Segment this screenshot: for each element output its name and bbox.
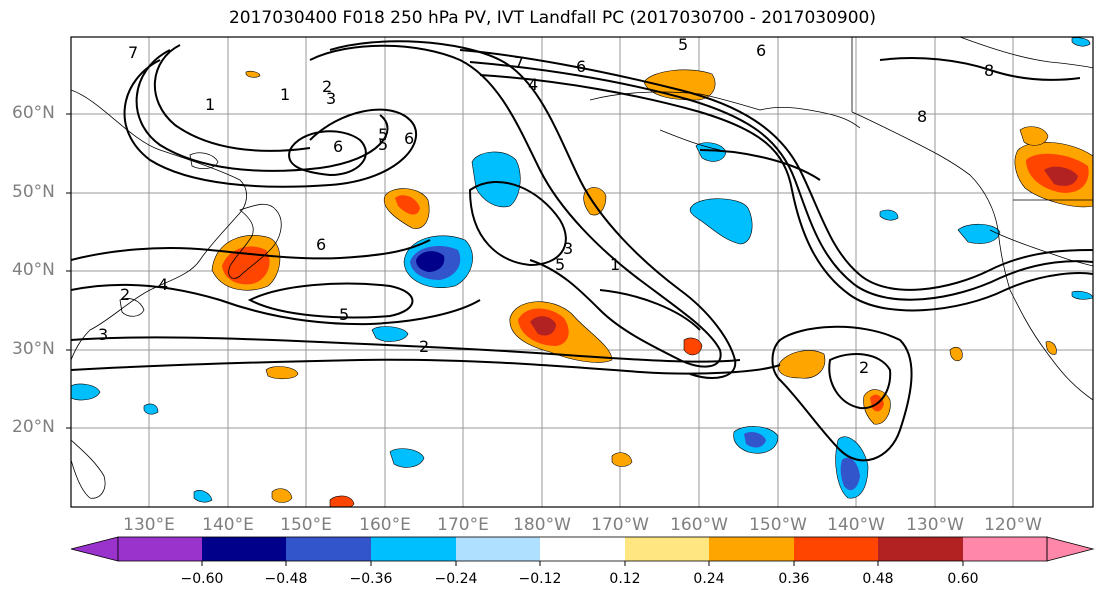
colorbar-extend-high	[1046, 536, 1095, 562]
colorbar-bin	[456, 537, 540, 561]
lon-label-130e: 130°E	[123, 515, 175, 535]
contour-label: 4	[158, 275, 168, 294]
contour-label: 3	[563, 239, 573, 258]
lat-label-60n: 60°N	[12, 103, 55, 123]
colorbar-bin	[794, 537, 878, 561]
contour-label: 1	[280, 85, 290, 104]
contour-label: 1	[610, 255, 620, 274]
colorbar-bin	[202, 537, 286, 561]
lon-label-160e: 160°E	[359, 515, 411, 535]
map-frame	[70, 36, 1094, 508]
colorbar-bin	[625, 537, 709, 561]
lon-label-160w: 160°W	[670, 515, 728, 535]
contour-label: 5	[378, 125, 388, 144]
lon-label-150e: 150°E	[280, 515, 332, 535]
colorbar-bin	[878, 537, 963, 561]
contour-label: 6	[333, 137, 343, 156]
colorbar-tick-label: 0.12	[609, 571, 641, 587]
contour-label: 6	[404, 129, 414, 148]
lon-label-180w: 180°W	[513, 515, 571, 535]
contour-label: 6	[316, 235, 326, 254]
colorbar-bin	[709, 537, 794, 561]
axis-ticks	[66, 113, 71, 429]
contour-label: 3	[326, 89, 336, 108]
contour-label: 7	[514, 53, 524, 72]
colorbar-outline	[117, 536, 1048, 562]
contour-label: 3	[98, 325, 108, 344]
contour-label: 2	[419, 337, 429, 356]
colorbar-bin	[286, 537, 371, 561]
pv-contour-labels: 7 1 2 3 1 5 6 6 5 6 7 4 6 8 6 5 4 3 2 3 …	[98, 35, 994, 377]
contour-label: 5	[555, 255, 565, 274]
colorbar-tick-label: 0.24	[693, 571, 725, 587]
contour-label: 5	[378, 135, 388, 154]
lat-label-40n: 40°N	[12, 260, 55, 280]
colorbar-extend-low	[70, 536, 119, 562]
colorbar-tick-label: 0.36	[778, 571, 810, 587]
lat-label-20n: 20°N	[12, 417, 55, 437]
lon-label-150w: 150°W	[749, 515, 807, 535]
colorbar-tick-label: −0.60	[180, 571, 224, 587]
lon-label-140w: 140°W	[827, 515, 885, 535]
colorbar-tick-label: −0.48	[264, 571, 308, 587]
lat-label-30n: 30°N	[12, 339, 55, 359]
colorbar-tick-label: −0.12	[518, 571, 562, 587]
colorbar-tick-label: 0.60	[947, 571, 979, 587]
map-title: 2017030400 F018 250 hPa PV, IVT Landfall…	[228, 8, 876, 28]
colorbar-bin	[371, 537, 456, 561]
contour-label: 8	[917, 107, 927, 126]
contour-label: 2	[859, 358, 869, 377]
colorbar-tick-label: 0.48	[862, 571, 894, 587]
colorbar	[70, 536, 1095, 566]
colorbar-bin	[118, 537, 202, 561]
contour-label: 5	[339, 305, 349, 324]
lon-label-140e: 140°E	[202, 515, 254, 535]
lat-label-50n: 50°N	[12, 182, 55, 202]
colorbar-bin	[963, 537, 1047, 561]
contour-label: 2	[120, 285, 130, 304]
contour-label: 8	[984, 61, 994, 80]
contour-label: 7	[128, 43, 138, 62]
contour-label: 5	[678, 35, 688, 54]
pv-contours	[71, 40, 1093, 462]
colorbar-tick-label: −0.24	[434, 571, 478, 587]
colorbar-tick-label: −0.36	[349, 571, 393, 587]
coastlines	[71, 37, 1093, 499]
contour-label: 6	[756, 41, 766, 60]
lon-label-120w: 120°W	[984, 515, 1042, 535]
contour-label: 1	[205, 95, 215, 114]
contour-label: 2	[322, 77, 332, 96]
contour-label: 6	[576, 57, 586, 76]
lon-label-170e: 170°E	[437, 515, 489, 535]
colorbar-bin	[540, 537, 625, 561]
lon-label-170w: 170°W	[591, 515, 649, 535]
contour-label: 4	[528, 75, 538, 94]
lon-label-130w: 130°W	[906, 515, 964, 535]
